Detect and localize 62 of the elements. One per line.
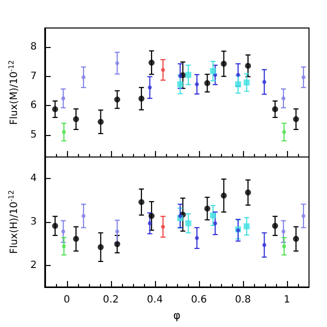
y-tick-label: 5 <box>30 130 37 141</box>
point <box>98 118 104 125</box>
x-tick-label: 0.2 <box>102 294 119 306</box>
point <box>62 244 66 248</box>
point <box>245 62 252 69</box>
point <box>204 206 210 212</box>
x-tick-label: 1 <box>284 294 290 306</box>
x-tick-label: 0.6 <box>190 294 207 306</box>
point <box>204 80 210 86</box>
point <box>281 96 286 100</box>
point <box>302 214 306 218</box>
point <box>282 244 286 248</box>
x-axis-title: φ <box>173 308 181 322</box>
point <box>178 214 182 218</box>
point <box>262 242 266 247</box>
point <box>82 75 86 80</box>
point <box>185 220 192 226</box>
y-tick-label: 8 <box>30 42 37 53</box>
point <box>161 224 166 229</box>
point <box>302 75 306 80</box>
point <box>272 106 278 112</box>
point <box>194 82 199 86</box>
point <box>52 222 58 229</box>
point <box>293 236 300 242</box>
point <box>138 96 144 102</box>
point <box>161 68 166 72</box>
point <box>98 244 104 250</box>
point <box>114 96 120 103</box>
point <box>262 80 266 84</box>
point <box>148 60 155 66</box>
y-tick-label: 4 <box>30 173 37 184</box>
y-tick-label: 7 <box>30 70 37 82</box>
point <box>245 190 252 196</box>
point <box>244 223 250 230</box>
point <box>272 222 278 229</box>
point <box>210 68 216 74</box>
point <box>293 116 300 122</box>
y-tick-label: 3 <box>30 216 37 228</box>
point <box>282 130 286 134</box>
point <box>185 72 192 78</box>
point <box>73 116 80 122</box>
x-tick-label: 0 <box>64 294 70 306</box>
point <box>220 60 227 67</box>
x-tick-label: 0.8 <box>234 294 251 306</box>
point <box>194 236 199 240</box>
y-tick-label: 2 <box>30 260 37 271</box>
point <box>61 96 66 100</box>
point <box>281 230 286 234</box>
point <box>73 236 80 242</box>
point <box>82 214 86 218</box>
point <box>220 192 227 199</box>
point <box>148 221 152 226</box>
x-tick-label: 0.4 <box>146 294 163 306</box>
point <box>138 199 144 206</box>
point <box>244 80 250 86</box>
point <box>62 130 66 134</box>
point <box>148 86 152 90</box>
point <box>213 221 218 226</box>
point <box>115 61 120 66</box>
y-tick-label: 6 <box>30 100 37 112</box>
point <box>61 230 66 234</box>
point <box>52 106 58 112</box>
